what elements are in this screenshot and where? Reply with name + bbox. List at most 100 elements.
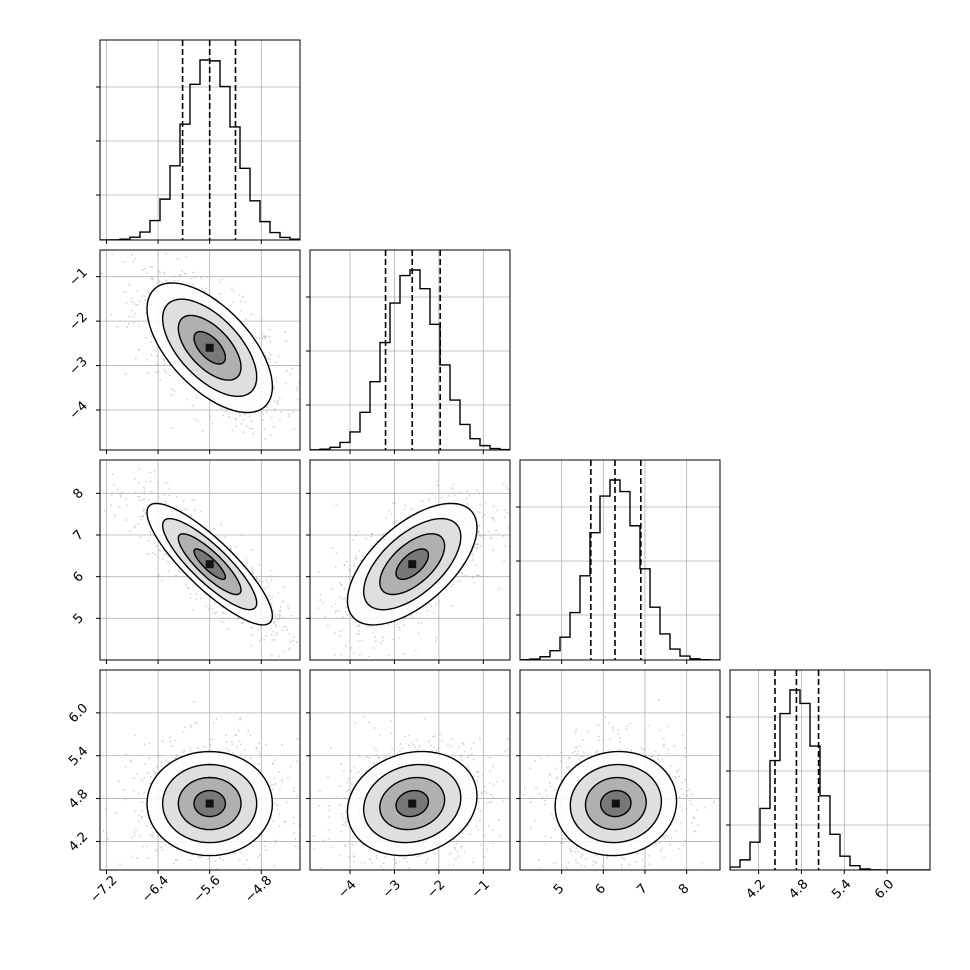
scatter-point bbox=[209, 744, 212, 747]
scatter-point bbox=[160, 281, 163, 284]
scatter-point bbox=[472, 576, 474, 579]
scatter-point bbox=[234, 545, 237, 548]
scatter-point bbox=[549, 785, 552, 788]
scatter-point bbox=[479, 544, 482, 547]
scatter-point bbox=[270, 634, 273, 637]
scatter-point bbox=[214, 612, 216, 615]
scatter-point bbox=[177, 279, 179, 282]
scatter-point bbox=[161, 579, 164, 582]
scatter-point bbox=[340, 763, 343, 766]
scatter-point bbox=[257, 750, 260, 753]
y-tick-label: 6 bbox=[71, 569, 87, 585]
scatter-point bbox=[133, 257, 136, 260]
scatter-point bbox=[247, 729, 250, 732]
scatter-point bbox=[116, 779, 119, 782]
scatter-point bbox=[151, 266, 154, 269]
scatter-point bbox=[375, 854, 378, 857]
scatter-point bbox=[280, 411, 283, 414]
scatter-point bbox=[278, 397, 281, 400]
scatter-point bbox=[288, 648, 291, 651]
scatter-point bbox=[713, 800, 715, 803]
scatter-point bbox=[100, 272, 103, 275]
y-tick-label: 4.8 bbox=[66, 787, 91, 812]
scatter-point bbox=[398, 860, 401, 863]
scatter-point bbox=[170, 427, 173, 430]
scatter-point bbox=[436, 484, 439, 487]
scatter-point bbox=[304, 787, 306, 789]
scatter-point bbox=[350, 783, 353, 786]
scatter-point bbox=[343, 564, 346, 567]
scatter-point bbox=[340, 583, 343, 586]
scatter-point bbox=[604, 716, 607, 719]
scatter-point bbox=[220, 407, 223, 410]
scatter-point bbox=[289, 640, 292, 643]
scatter-point bbox=[435, 603, 438, 606]
scatter-point bbox=[483, 513, 486, 516]
density-1-0 bbox=[146, 282, 274, 414]
scatter-point bbox=[121, 491, 124, 494]
scatter-point bbox=[182, 751, 185, 754]
scatter-point bbox=[265, 579, 268, 581]
scatter-point bbox=[498, 587, 501, 590]
scatter-point bbox=[369, 858, 371, 860]
scatter-point bbox=[630, 749, 633, 751]
scatter-point bbox=[403, 508, 405, 511]
scatter-point bbox=[235, 746, 238, 748]
scatter-point bbox=[228, 617, 231, 620]
scatter-point bbox=[199, 597, 202, 600]
density-peak bbox=[205, 343, 214, 352]
scatter-point bbox=[264, 588, 267, 591]
scatter-point bbox=[206, 276, 209, 278]
scatter-point bbox=[234, 417, 237, 420]
scatter-point bbox=[355, 632, 358, 635]
scatter-point bbox=[190, 514, 193, 517]
scatter-point bbox=[167, 555, 170, 558]
scatter-point bbox=[172, 862, 175, 865]
scatter-point bbox=[439, 876, 441, 878]
scatter-point bbox=[239, 718, 241, 721]
scatter-point bbox=[209, 415, 212, 418]
scatter-point bbox=[342, 616, 345, 619]
panel-3-1: −4 −3 −2 −1 bbox=[306, 669, 511, 902]
scatter-point bbox=[233, 852, 236, 855]
y-tick-label: −3 bbox=[67, 354, 91, 378]
scatter-point bbox=[285, 801, 288, 804]
scatter-point bbox=[340, 830, 342, 833]
scatter-point bbox=[319, 662, 321, 664]
scatter-point bbox=[185, 583, 188, 586]
scatter-point bbox=[270, 627, 273, 630]
density-peak bbox=[408, 560, 417, 569]
scatter-point bbox=[312, 419, 314, 421]
scatter-point bbox=[452, 877, 454, 879]
scatter-point bbox=[291, 367, 294, 370]
x-tick-label: −3 bbox=[380, 877, 404, 901]
scatter-point bbox=[327, 829, 330, 831]
scatter-point bbox=[343, 588, 346, 590]
scatter-point bbox=[379, 734, 381, 737]
scatter-point bbox=[363, 715, 366, 718]
scatter-point bbox=[355, 772, 358, 775]
scatter-point bbox=[193, 509, 196, 511]
scatter-point bbox=[620, 867, 623, 870]
scatter-point bbox=[125, 519, 128, 521]
scatter-point bbox=[423, 717, 426, 720]
scatter-point bbox=[214, 860, 217, 862]
scatter-point bbox=[416, 749, 419, 751]
scatter-point bbox=[345, 560, 348, 563]
scatter-point bbox=[165, 553, 167, 556]
y-tick-label: 5.4 bbox=[66, 744, 91, 769]
scatter-point bbox=[534, 819, 536, 822]
scatter-point bbox=[641, 859, 644, 862]
scatter-point bbox=[277, 399, 280, 402]
scatter-point bbox=[403, 653, 406, 655]
scatter-point bbox=[162, 358, 165, 361]
scatter-point bbox=[159, 846, 162, 849]
scatter-point bbox=[144, 512, 146, 515]
histogram-step-2 bbox=[520, 479, 720, 660]
scatter-point bbox=[462, 743, 465, 746]
scatter-point bbox=[492, 783, 495, 786]
scatter-point bbox=[395, 519, 398, 522]
scatter-point bbox=[150, 775, 152, 778]
scatter-point bbox=[164, 369, 166, 372]
panel-frame bbox=[519, 459, 721, 661]
